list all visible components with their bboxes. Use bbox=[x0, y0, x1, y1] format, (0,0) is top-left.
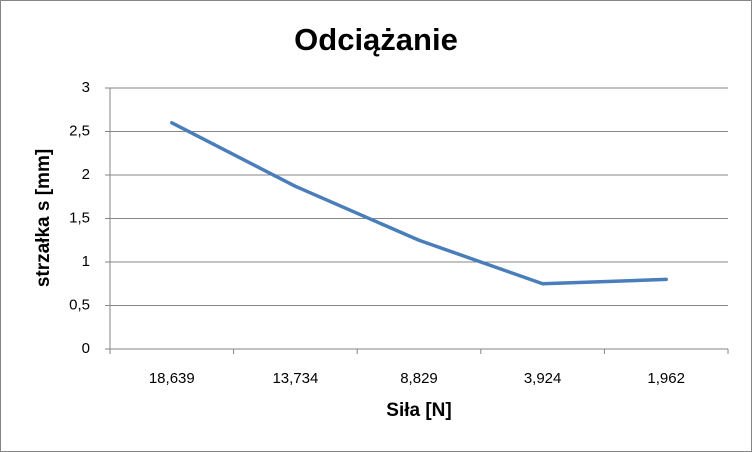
x-tick-label: 13,734 bbox=[272, 370, 318, 387]
y-tick-label: 0 bbox=[82, 340, 90, 357]
y-tick-label: 2 bbox=[82, 166, 90, 183]
data-line bbox=[170, 121, 668, 286]
y-tick-label: 3 bbox=[82, 79, 90, 96]
x-axis-label: Siła [N] bbox=[386, 400, 451, 421]
y-axis-label: strzałka s [mm] bbox=[33, 149, 54, 287]
x-tick-label: 1,962 bbox=[647, 370, 685, 387]
y-tick-label: 1,5 bbox=[69, 209, 90, 226]
y-tick-label: 1 bbox=[82, 253, 90, 270]
x-tick-label: 8,829 bbox=[400, 370, 438, 387]
y-tick-label: 2,5 bbox=[69, 122, 90, 139]
y-tick-label: 0,5 bbox=[69, 296, 90, 313]
x-tick-label: 3,924 bbox=[524, 370, 562, 387]
chart-title: Odciążanie bbox=[294, 22, 458, 57]
x-tick-label: 18,639 bbox=[149, 370, 195, 387]
